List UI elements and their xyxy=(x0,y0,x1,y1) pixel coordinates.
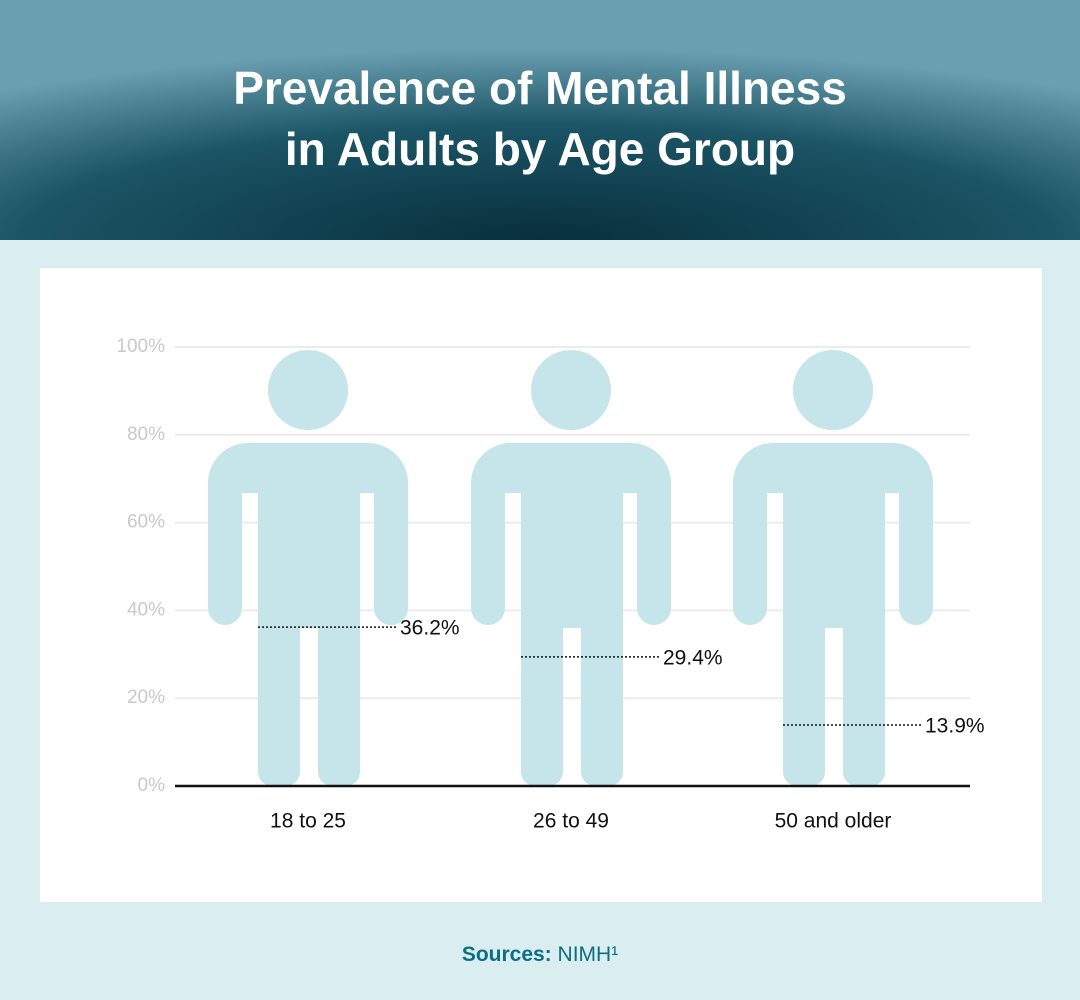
leg xyxy=(521,600,563,786)
leg xyxy=(318,600,360,786)
x-tick-label: 18 to 25 xyxy=(270,810,346,833)
value-label: 36.2% xyxy=(400,617,460,640)
leg xyxy=(783,600,825,786)
head xyxy=(531,350,611,430)
y-tick-label: 20% xyxy=(127,687,165,708)
leg xyxy=(258,600,300,786)
y-tick-label: 80% xyxy=(127,424,165,445)
source-text: NIMH¹ xyxy=(558,943,619,966)
head xyxy=(793,350,873,430)
head xyxy=(268,350,348,430)
source: Sources: NIMH¹ xyxy=(462,943,618,966)
arm xyxy=(374,470,408,625)
leg xyxy=(581,600,623,786)
x-tick-label: 50 and older xyxy=(775,810,892,833)
title-line: in Adults by Age Group xyxy=(285,123,795,175)
plot: 0% 20% 40% 60% 80% 100% 36.2% 18 to 25 29.4% 26 t… xyxy=(116,336,984,833)
value-label: 13.9% xyxy=(925,715,985,738)
y-tick-label: 40% xyxy=(127,599,165,620)
arm xyxy=(733,470,767,625)
y-tick-label: 0% xyxy=(138,775,166,796)
leg xyxy=(843,600,885,786)
header xyxy=(0,0,1080,240)
arm xyxy=(637,470,671,625)
title-line: Prevalence of Mental Illness xyxy=(233,62,847,114)
y-tick-label: 60% xyxy=(127,512,165,533)
value-label: 29.4% xyxy=(663,646,723,669)
figure-shape xyxy=(471,350,671,786)
x-tick-label: 26 to 49 xyxy=(533,810,609,833)
arm xyxy=(899,470,933,625)
y-tick-label: 100% xyxy=(116,336,165,357)
figure-shape xyxy=(733,350,933,786)
arm xyxy=(208,470,242,625)
source-label: Sources: xyxy=(462,943,552,966)
figure-shape xyxy=(208,350,408,786)
arm xyxy=(471,470,505,625)
